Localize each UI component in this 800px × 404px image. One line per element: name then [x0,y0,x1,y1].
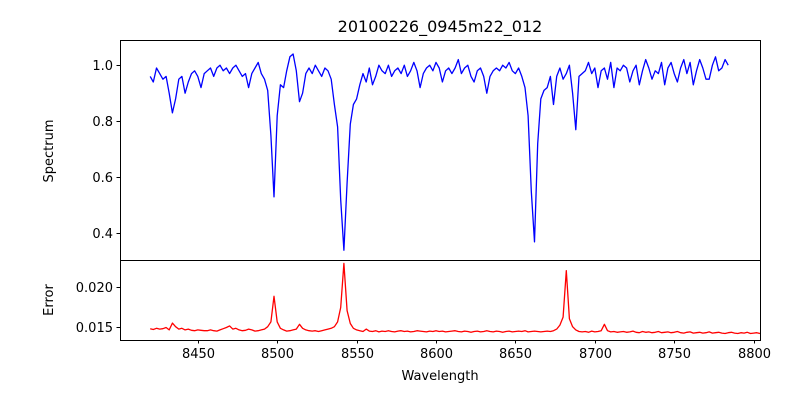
x-tick-label: 8750 [658,347,691,362]
y-tick-label: 1.0 [92,59,113,74]
spectrum-series-line [149,53,729,251]
x-tick-label: 8500 [261,347,294,362]
y-tick-label: 0.015 [76,321,113,336]
y-tick-label: 0.020 [76,281,113,296]
x-tick-label: 8600 [420,347,453,362]
error-series-line [150,262,761,335]
x-tick-label: 8700 [579,347,612,362]
y-tick-label: 0.8 [92,115,113,130]
x-tick-label: 8550 [341,347,374,362]
spectrum-ylabel: Spectrum [42,120,57,183]
chart-title: 20100226_0945m22_012 [338,17,543,37]
error-axes-frame [120,260,761,341]
x-axis-label: Wavelength [401,369,478,384]
error-ylabel: Error [42,284,57,316]
y-tick-label: 0.4 [92,227,113,242]
x-tick-label: 8800 [738,347,771,362]
x-tick-label: 8450 [182,347,215,362]
y-tick-label: 0.6 [92,171,113,186]
x-tick-label: 8650 [499,347,532,362]
